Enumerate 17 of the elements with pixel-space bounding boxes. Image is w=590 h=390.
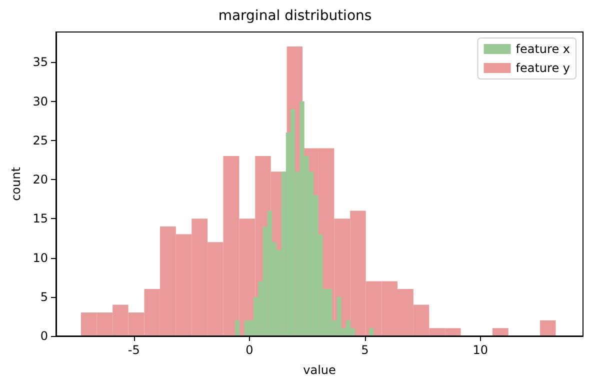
x-tick-label: 5 xyxy=(361,343,369,357)
legend-label: feature x xyxy=(516,42,570,56)
x-tick-label: -5 xyxy=(128,343,140,357)
y-tick-label: 35 xyxy=(32,55,48,70)
y-tick-label: 5 xyxy=(40,290,48,304)
y-tick-label: 20 xyxy=(32,172,48,186)
x-tick-label: 10 xyxy=(472,343,488,357)
chart-title: marginal distributions xyxy=(218,8,372,24)
y-tick-label: 0 xyxy=(40,329,48,343)
x-tick-label: 0 xyxy=(246,343,254,357)
legend-label: feature y xyxy=(516,61,570,75)
y-tick-label: 15 xyxy=(32,212,48,226)
y-axis-title: count xyxy=(8,166,23,201)
x-axis-title: value xyxy=(303,363,336,377)
y-tick-label: 10 xyxy=(32,250,48,265)
y-tick-label: 25 xyxy=(32,133,48,148)
y-tick-label: 30 xyxy=(32,94,48,108)
